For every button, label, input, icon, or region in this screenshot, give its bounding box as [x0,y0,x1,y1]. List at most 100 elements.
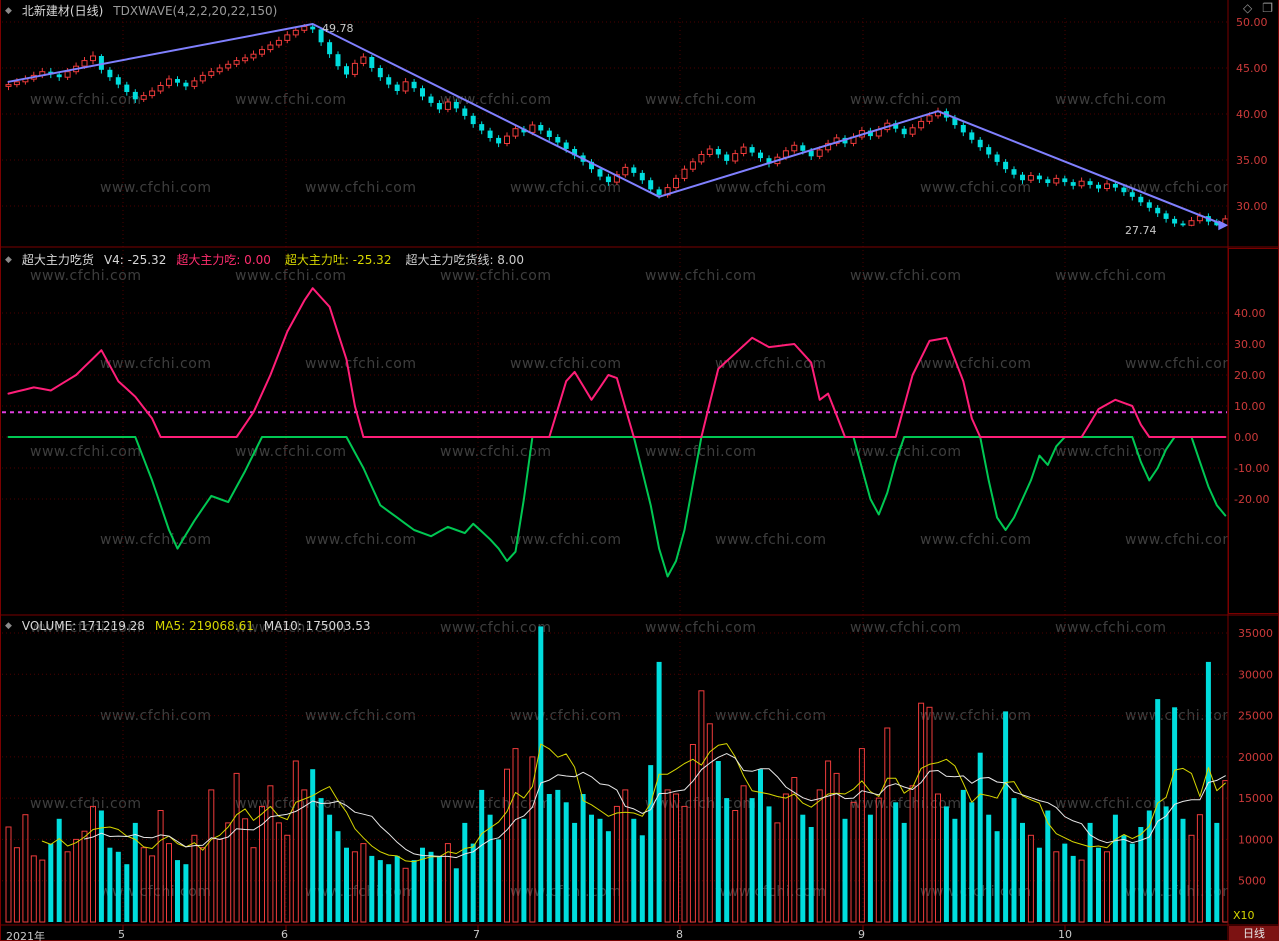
svg-text:49.78: 49.78 [322,22,354,35]
svg-text:45.00: 45.00 [1236,62,1268,75]
x-axis-label: 10 [1058,928,1072,941]
svg-text:25000: 25000 [1238,710,1273,723]
watermark-text: www.cfchi.com [715,532,827,548]
volume-axis-labels: 35000 30000 25000 20000 15000 10000 5000 X10 [1233,627,1273,922]
indicator-lines [2,287,1227,578]
watermark-text: www.cfchi.com [440,444,552,460]
svg-text:20000: 20000 [1238,751,1273,764]
watermark-text: www.cfchi.com [235,796,347,812]
svg-text:10000: 10000 [1238,833,1273,846]
watermark-text: www.cfchi.com [235,444,347,460]
svg-text:X10: X10 [1233,909,1255,922]
window-icon[interactable]: ❐ [1262,1,1273,15]
watermark-text: www.cfchi.com [850,620,962,636]
watermark-text: www.cfchi.com [30,620,142,636]
watermark-text: www.cfchi.com [30,444,142,460]
x-axis-label: 9 [858,928,865,941]
svg-text:35.00: 35.00 [1236,154,1268,167]
indicator-legend-item: 超大主力吃: 0.00 [176,253,271,267]
svg-text:40.00: 40.00 [1234,307,1266,320]
x-axis-label: 5 [118,928,125,941]
x-axis-label: 2021年 [6,930,45,941]
symbol-title: 北新建材(日线) [21,4,104,18]
watermark-text: www.cfchi.com [1125,356,1228,372]
watermark-text: www.cfchi.com [510,708,622,724]
svg-text:40.00: 40.00 [1236,108,1268,121]
indicator-legend: 超大主力吃: 0.00 超大主力吐: -25.32 超大主力吃货线: 8.00 [176,251,524,268]
watermark-text: www.cfchi.com [440,620,552,636]
volume-panel-title: ◆ VOLUME: 171219.28 MA5: 219068.61 MA10:… [5,619,370,633]
watermark-text: www.cfchi.com [30,796,142,812]
svg-text:0.00: 0.00 [1234,431,1259,444]
watermark-text: www.cfchi.com [440,92,552,108]
indicator-name: 超大主力吃货 [21,253,94,267]
panel-marker-icon[interactable]: ◆ [5,621,12,631]
watermark-text: www.cfchi.com [1055,268,1167,284]
x-axis-label: 8 [676,928,683,941]
watermark-text: www.cfchi.com [715,356,827,372]
watermark-text: www.cfchi.com [440,268,552,284]
watermark-text: www.cfchi.com [920,532,1032,548]
watermark-text: www.cfchi.com [1055,620,1167,636]
candlestick-series [5,24,1229,227]
x-axis-label: 7 [473,928,480,941]
watermark-text: www.cfchi.com [715,180,827,196]
watermark-text: www.cfchi.com [645,444,757,460]
watermark-text: www.cfchi.com [850,796,962,812]
diamond-icon[interactable]: ◇ [1243,1,1253,15]
svg-text:5000: 5000 [1238,875,1266,888]
watermark-text: www.cfchi.com [1055,92,1167,108]
svg-text:50.00: 50.00 [1236,16,1268,29]
watermark-text: www.cfchi.com [1125,532,1228,548]
watermark-text: www.cfchi.com [305,180,417,196]
svg-text:30000: 30000 [1238,668,1273,681]
watermark-text: www.cfchi.com [850,92,962,108]
watermark-text: www.cfchi.com [305,532,417,548]
panel-marker-icon[interactable]: ◆ [5,5,12,16]
watermark-text: www.cfchi.com [235,268,347,284]
watermark-text: www.cfchi.com [510,356,622,372]
watermark-text: www.cfchi.com [305,356,417,372]
svg-text:-10.00: -10.00 [1234,462,1269,475]
watermark-text: www.cfchi.com [30,268,142,284]
indicator-panel-title: ◆ 超大主力吃货 V4: -25.32 超大主力吃: 0.00 超大主力吐: -2… [5,251,524,268]
watermark-text: www.cfchi.com [510,532,622,548]
svg-text:35000: 35000 [1238,627,1273,640]
watermark-text: www.cfchi.com [100,708,212,724]
indicator-v4-value: V4: -25.32 [103,252,167,267]
watermark-text: www.cfchi.com [30,92,142,108]
indicator-legend-item: 超大主力吐: -25.32 [284,253,392,267]
volume-ma-lines [41,743,1226,863]
svg-text:15000: 15000 [1238,792,1273,805]
window-corner-icons: ◇ ❐ [1243,1,1273,15]
watermark-text: www.cfchi.com [235,620,347,636]
svg-text:30.00: 30.00 [1234,338,1266,351]
watermark-layer: www.cfchi.com www.cfchi.com www.cfchi.com w… [30,92,1228,900]
period-label[interactable]: 日线 [1229,926,1279,941]
watermark-text: www.cfchi.com [645,92,757,108]
watermark-text: www.cfchi.com [235,92,347,108]
panel-marker-icon[interactable]: ◆ [5,254,12,265]
watermark-text: www.cfchi.com [1125,180,1228,196]
watermark-text: www.cfchi.com [100,180,212,196]
svg-text:10.00: 10.00 [1234,400,1266,413]
price-panel-title: ◆ 北新建材(日线) TDXWAVE(4,2,2,20,22,150) [5,2,277,19]
ma5-value: MA5: 219068.61 [154,619,254,633]
gridlines [2,18,1227,931]
watermark-text: www.cfchi.com [920,180,1032,196]
indicator-formula: TDXWAVE(4,2,2,20,22,150) [113,3,278,18]
price-axis-labels: 50.00 45.00 40.00 35.00 30.00 [1236,16,1268,213]
volume-value: VOLUME: 171219.28 [21,619,145,633]
svg-text:27.74: 27.74 [1125,224,1157,237]
watermark-text: www.cfchi.com [100,356,212,372]
watermark-text: www.cfchi.com [850,444,962,460]
watermark-text: www.cfchi.com [100,532,212,548]
volume-bars [5,626,1229,923]
watermark-text: www.cfchi.com [440,796,552,812]
tdxwave-zigzag-line [7,23,1229,231]
watermark-text: www.cfchi.com [1055,796,1167,812]
x-axis-label: 6 [281,928,288,941]
